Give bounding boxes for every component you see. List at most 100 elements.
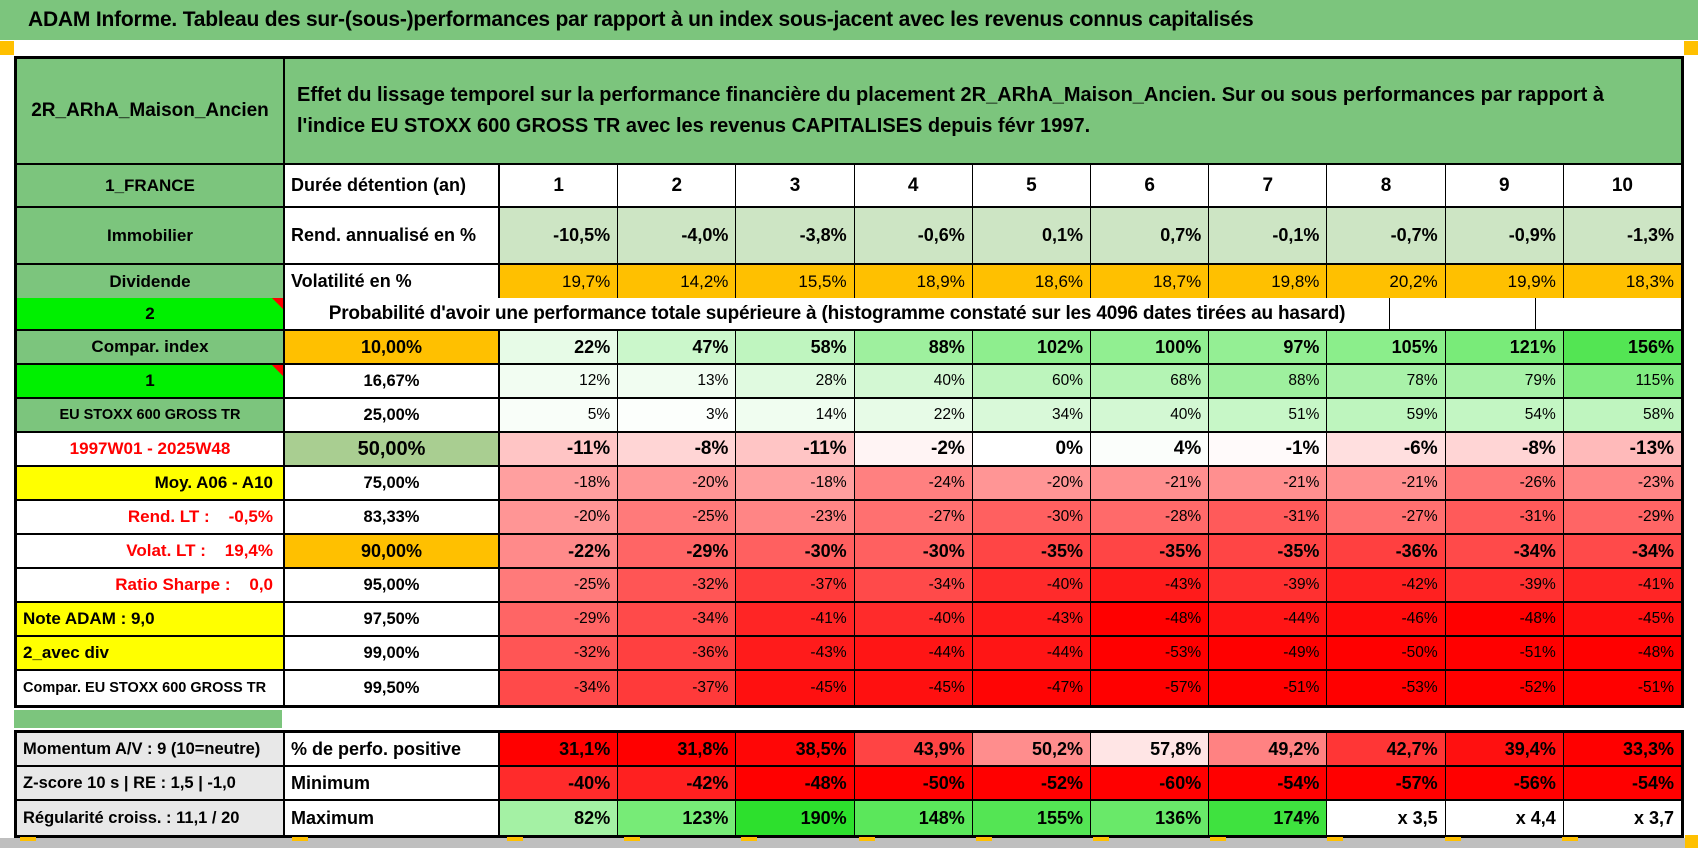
empty-cell[interactable]	[1536, 298, 1681, 329]
value-cell[interactable]: -37%	[618, 671, 737, 705]
value-cell[interactable]: -20%	[972, 467, 1092, 499]
value-cell[interactable]: 18,9%	[854, 265, 973, 298]
value-cell[interactable]: -44%	[854, 637, 973, 669]
value-cell[interactable]: 88%	[1209, 365, 1328, 397]
value-cell[interactable]: 42,7%	[1327, 733, 1446, 765]
description-cell[interactable]: Effet du lissage temporel sur la perform…	[285, 59, 1681, 163]
quantile-cell[interactable]: 25,00%	[285, 399, 500, 431]
row-label-cell[interactable]: 1997W01 - 2025W48	[17, 433, 285, 465]
value-cell[interactable]: -8%	[618, 433, 737, 465]
value-cell[interactable]: -32%	[500, 637, 619, 669]
value-cell[interactable]: -29%	[1563, 501, 1682, 533]
value-cell[interactable]: -46%	[1327, 603, 1446, 635]
value-cell[interactable]: 51%	[1209, 399, 1328, 431]
value-cell[interactable]: 19,8%	[1209, 265, 1328, 298]
value-cell[interactable]: -34%	[854, 569, 973, 601]
probability-banner-cell[interactable]: Probabilité d'avoir une performance tota…	[285, 298, 1390, 329]
value-cell[interactable]: 174%	[1209, 801, 1328, 835]
row-label-cell[interactable]: Dividende	[17, 265, 285, 298]
value-cell[interactable]: -8%	[1445, 433, 1564, 465]
year-header-cell[interactable]: 3	[736, 165, 855, 206]
value-cell[interactable]: -42%	[1327, 569, 1446, 601]
value-cell[interactable]: -3,8%	[736, 208, 855, 263]
value-cell[interactable]: -41%	[1563, 569, 1682, 601]
value-cell[interactable]: 49,2%	[1209, 733, 1328, 765]
value-cell[interactable]: 38,5%	[736, 733, 855, 765]
value-cell[interactable]: 115%	[1563, 365, 1682, 397]
value-cell[interactable]: 31,8%	[618, 733, 737, 765]
value-cell[interactable]: -40%	[500, 767, 619, 799]
value-cell[interactable]: -34%	[500, 671, 619, 705]
value-cell[interactable]: 59%	[1327, 399, 1446, 431]
value-cell[interactable]: 12%	[500, 365, 619, 397]
quantile-cell[interactable]: 50,00%	[285, 433, 500, 465]
value-cell[interactable]: -48%	[1091, 603, 1210, 635]
year-header-cell[interactable]: 1	[500, 165, 619, 206]
empty-cell[interactable]	[1390, 298, 1536, 329]
value-cell[interactable]: 47%	[618, 331, 737, 363]
value-cell[interactable]: 31,1%	[500, 733, 619, 765]
value-cell[interactable]: x 3,7	[1563, 801, 1682, 835]
row-label-cell[interactable]: Rend. LT : -0,5%	[17, 501, 285, 533]
value-cell[interactable]: 3%	[618, 399, 737, 431]
value-cell[interactable]: -39%	[1445, 569, 1564, 601]
value-cell[interactable]: 33,3%	[1563, 733, 1682, 765]
value-cell[interactable]: 19,9%	[1445, 265, 1564, 298]
quantile-cell[interactable]: 95,00%	[285, 569, 500, 601]
value-cell[interactable]: 190%	[736, 801, 855, 835]
value-cell[interactable]: -45%	[736, 671, 855, 705]
value-cell[interactable]: -57%	[1327, 767, 1446, 799]
value-cell[interactable]: -18%	[500, 467, 619, 499]
value-cell[interactable]: 58%	[1563, 399, 1682, 431]
value-cell[interactable]: 28%	[736, 365, 855, 397]
value-cell[interactable]: -49%	[1209, 637, 1328, 669]
row-label-cell[interactable]: 1	[17, 365, 285, 397]
value-cell[interactable]: 78%	[1327, 365, 1446, 397]
value-cell[interactable]: -51%	[1445, 637, 1564, 669]
value-cell[interactable]: -35%	[972, 535, 1092, 567]
value-cell[interactable]: -34%	[1563, 535, 1682, 567]
value-cell[interactable]: x 3,5	[1327, 801, 1446, 835]
row-label-cell[interactable]: Compar. index	[17, 331, 285, 363]
value-cell[interactable]: -25%	[500, 569, 619, 601]
value-cell[interactable]: -60%	[1091, 767, 1210, 799]
value-cell[interactable]: -43%	[736, 637, 855, 669]
value-cell[interactable]: -45%	[1563, 603, 1682, 635]
value-cell[interactable]: -40%	[854, 603, 973, 635]
value-cell[interactable]: -52%	[1445, 671, 1564, 705]
metric-label-cell[interactable]: Volatilité en %	[285, 265, 500, 298]
value-cell[interactable]: 68%	[1091, 365, 1210, 397]
value-cell[interactable]: 34%	[972, 399, 1092, 431]
metric-label-cell[interactable]: Rend. annualisé en %	[285, 208, 500, 263]
value-cell[interactable]: -39%	[1209, 569, 1328, 601]
value-cell[interactable]: -36%	[1327, 535, 1446, 567]
year-header-cell[interactable]: 2	[618, 165, 737, 206]
value-cell[interactable]: 148%	[854, 801, 973, 835]
row-label-cell[interactable]: Z-score 10 s | RE : 1,5 | -1,0	[17, 767, 285, 799]
value-cell[interactable]: -35%	[1209, 535, 1328, 567]
quantile-cell[interactable]: 75,00%	[285, 467, 500, 499]
value-cell[interactable]: -51%	[1563, 671, 1682, 705]
fill-handle-left[interactable]	[0, 41, 14, 55]
value-cell[interactable]: 0,1%	[972, 208, 1092, 263]
value-cell[interactable]: -54%	[1563, 767, 1682, 799]
value-cell[interactable]: -42%	[618, 767, 737, 799]
value-cell[interactable]: 18,6%	[972, 265, 1092, 298]
value-cell[interactable]: -22%	[500, 535, 619, 567]
corner-note-cell[interactable]: 2	[17, 298, 285, 329]
value-cell[interactable]: -24%	[854, 467, 973, 499]
value-cell[interactable]: 123%	[618, 801, 737, 835]
value-cell[interactable]: 57,8%	[1091, 733, 1210, 765]
row-label-cell[interactable]: EU STOXX 600 GROSS TR	[17, 399, 285, 431]
region-label-cell[interactable]: 1_FRANCE	[17, 165, 285, 206]
row-label-cell[interactable]: Note ADAM : 9,0	[17, 603, 285, 635]
value-cell[interactable]: -53%	[1091, 637, 1210, 669]
metric-label-cell[interactable]: % de perfo. positive	[285, 733, 500, 765]
value-cell[interactable]: -53%	[1327, 671, 1446, 705]
duration-label-cell[interactable]: Durée détention (an)	[285, 165, 500, 206]
value-cell[interactable]: -25%	[618, 501, 737, 533]
value-cell[interactable]: -0,1%	[1209, 208, 1328, 263]
value-cell[interactable]: -11%	[500, 433, 619, 465]
value-cell[interactable]: -4,0%	[618, 208, 737, 263]
placement-name-cell[interactable]: 2R_ARhA_Maison_Ancien	[17, 59, 285, 163]
